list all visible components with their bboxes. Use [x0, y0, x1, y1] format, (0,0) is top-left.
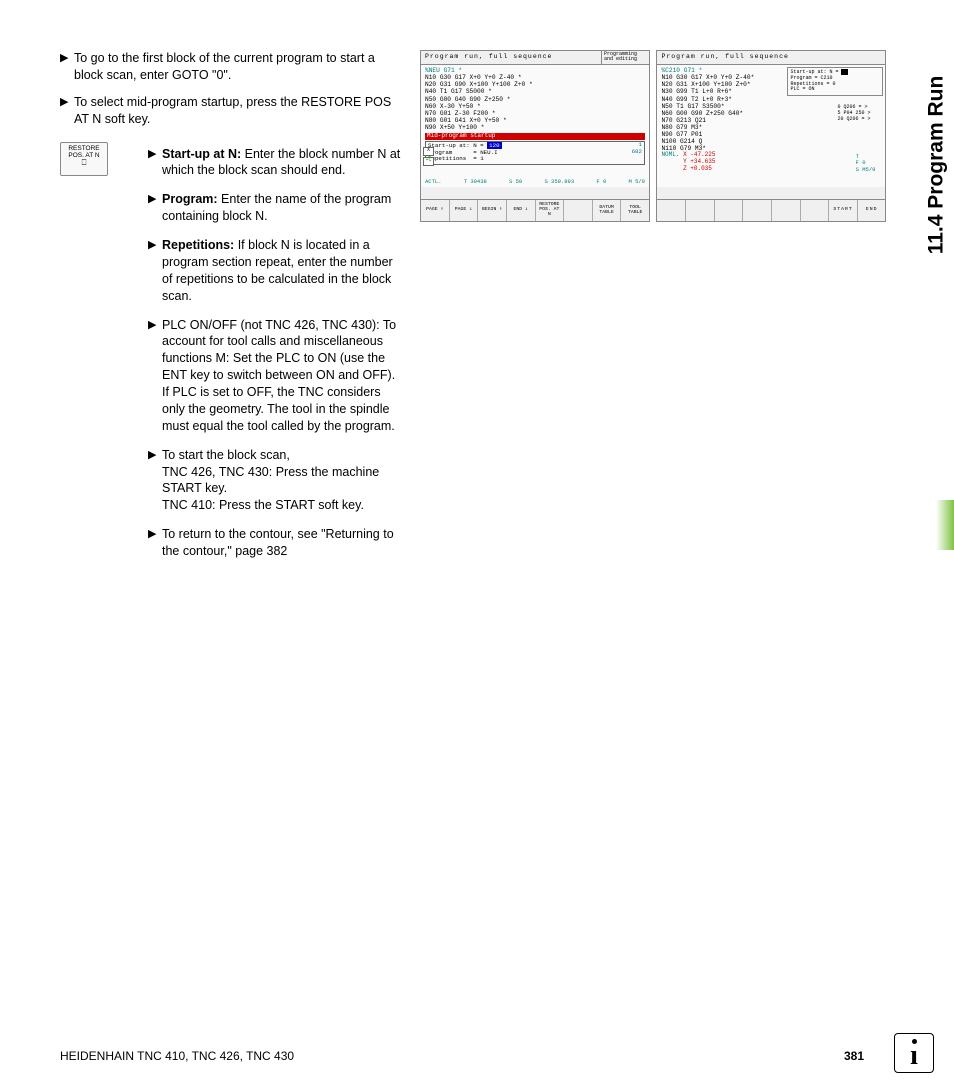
- sk-empty: [801, 200, 830, 221]
- startup-dialog-2: Start-up at: N = XX Program = C210 Repet…: [787, 67, 883, 96]
- screen-title: Program run, full sequence: [421, 51, 601, 64]
- softkey-row: PAGE ⇑ PAGE ⇓ BEGIN ⇑ END ⇓ RESTORE POS.…: [421, 199, 649, 221]
- page-number: 381: [844, 1049, 864, 1063]
- sk-datum-table[interactable]: DATUM TABLE: [593, 200, 622, 221]
- screenshots-area: Program run, full sequence Programming a…: [420, 50, 890, 222]
- softkey-row: START END: [657, 199, 885, 221]
- restore-pos-softkey: RESTORE POS. AT N ⎕: [60, 142, 108, 176]
- triangle-icon: ▶: [60, 50, 74, 84]
- status-bar: ACTL. T 30438 S 50 S 359.893 F 0 M 5/9: [425, 179, 645, 185]
- screen-title: Program run, full sequence: [657, 51, 885, 64]
- plus-c-icon: +C: [423, 157, 434, 166]
- bullet-text: To select mid-program startup, press the…: [74, 94, 402, 128]
- green-edge-tab: [936, 500, 954, 550]
- footer-product: HEIDENHAIN TNC 410, TNC 426, TNC 430: [60, 1049, 294, 1063]
- red-header-bar: Mid-program startup: [425, 133, 645, 140]
- sk-empty: [743, 200, 772, 221]
- startup-dialog: Start-up at: N = 120 Program = NEU.I Rep…: [425, 141, 645, 165]
- x-icon: X: [423, 147, 434, 156]
- bullet-text: To go to the first block of the current …: [74, 50, 402, 84]
- bullet-item: ▶ To select mid-program startup, press t…: [60, 94, 402, 128]
- sk-end[interactable]: END: [858, 200, 886, 221]
- text-column: ▶ To go to the first block of the curren…: [60, 50, 402, 572]
- triangle-icon: ▶: [60, 94, 74, 128]
- info-icon: ı: [894, 1033, 934, 1073]
- position-display: NOML. X -47.225 Y +34.635 Z +0.035: [661, 152, 715, 173]
- sk-page-down[interactable]: PAGE ⇓: [450, 200, 479, 221]
- page-footer: HEIDENHAIN TNC 410, TNC 426, TNC 430 381: [60, 1049, 864, 1063]
- bullet-item: ▶ To go to the first block of the curren…: [60, 50, 402, 84]
- sk-restore-pos[interactable]: RESTORE POS. AT N: [536, 200, 565, 221]
- sk-empty: [657, 200, 686, 221]
- cnc-screenshot-2: Program run, full sequence %C210 G71 * N…: [656, 50, 886, 222]
- sk-empty: [564, 200, 593, 221]
- sk-end[interactable]: END ⇓: [507, 200, 536, 221]
- screen-mode: Programming and editing: [601, 51, 649, 64]
- sk-start[interactable]: START: [829, 200, 858, 221]
- sk-empty: [715, 200, 744, 221]
- sk-tool-table[interactable]: TOOL TABLE: [621, 200, 649, 221]
- sk-empty: [772, 200, 801, 221]
- indented-list: ▶Start-up at N: Enter the block number N…: [148, 146, 402, 560]
- sk-begin[interactable]: BEGIN ⇑: [478, 200, 507, 221]
- sk-page-up[interactable]: PAGE ⇑: [421, 200, 450, 221]
- section-tab: 11.4 Program Run: [918, 50, 954, 280]
- sk-empty: [686, 200, 715, 221]
- tfs-display: T F 0 S M5/9: [856, 154, 876, 173]
- cnc-screenshot-1: Program run, full sequence Programming a…: [420, 50, 650, 222]
